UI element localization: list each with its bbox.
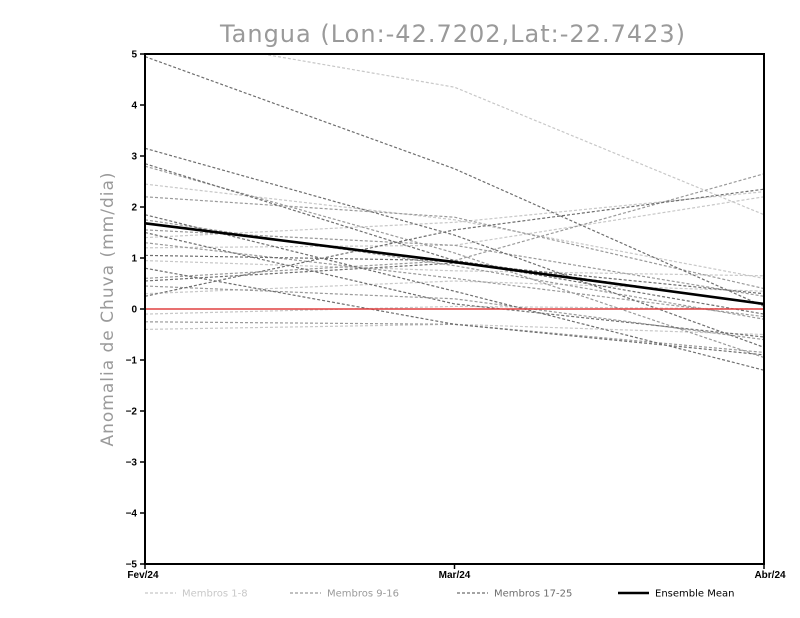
x-axis-ticks: Fev/24 Mar/24 Abr/24 (127, 564, 786, 581)
ensemble-mean-line (144, 222, 765, 306)
member-line-m8 (145, 183, 764, 279)
member-line-m23 (145, 188, 764, 297)
ensemble-mean-group (144, 222, 765, 306)
x-tick-label: Abr/24 (754, 570, 786, 581)
y-tick-label: 5 (131, 50, 137, 61)
member-lines (145, 54, 764, 371)
member-line-m4 (145, 260, 764, 277)
member-line-m9 (145, 165, 764, 359)
member-line-m11 (145, 173, 764, 279)
x-tick-label: Mar/24 (439, 570, 471, 581)
y-tick-label: 1 (131, 254, 137, 265)
y-axis-ticks: −5 −4 −3 −2 −1 0 1 2 3 4 5 (126, 50, 145, 571)
x-tick-label: Fev/24 (127, 570, 159, 581)
legend-label: Membros 17-25 (494, 589, 572, 600)
legend-label: Membros 1-8 (182, 589, 248, 600)
member-line-m7 (145, 280, 764, 295)
y-tick-label: 2 (131, 203, 137, 214)
member-line-m18 (145, 147, 764, 348)
y-tick-label: −5 (126, 560, 138, 571)
member-line-m25 (145, 231, 764, 338)
member-line-m6 (145, 323, 764, 336)
member-line-m2 (145, 191, 764, 239)
y-tick-label: −2 (126, 407, 138, 418)
y-axis-label: Anomalia de Chuva (mm/dia) (98, 171, 118, 446)
legend: Membros 1-8 Membros 9-16 Membros 17-25 Ense… (145, 589, 734, 600)
y-tick-label: −1 (126, 356, 138, 367)
member-line-m20 (145, 214, 764, 371)
legend-label: Ensemble Mean (655, 589, 734, 600)
y-tick-label: −3 (126, 458, 138, 469)
chart-title: Tangua (Lon:-42.7202,Lat:-22.7423) (219, 20, 686, 48)
member-line-m15 (145, 321, 764, 353)
y-tick-label: 4 (131, 101, 137, 112)
member-line-m12 (145, 242, 764, 318)
member-line-m10 (145, 219, 764, 320)
y-tick-label: 0 (131, 305, 137, 316)
member-line-m21 (145, 267, 764, 356)
y-tick-label: 3 (131, 152, 137, 163)
member-line-m1 (259, 54, 764, 216)
member-line-m5 (145, 305, 764, 315)
y-tick-label: −4 (126, 509, 138, 520)
member-line-m3 (145, 196, 764, 249)
legend-label: Membros 9-16 (327, 589, 399, 600)
member-line-m14 (145, 196, 764, 290)
member-line-m17 (145, 56, 764, 307)
